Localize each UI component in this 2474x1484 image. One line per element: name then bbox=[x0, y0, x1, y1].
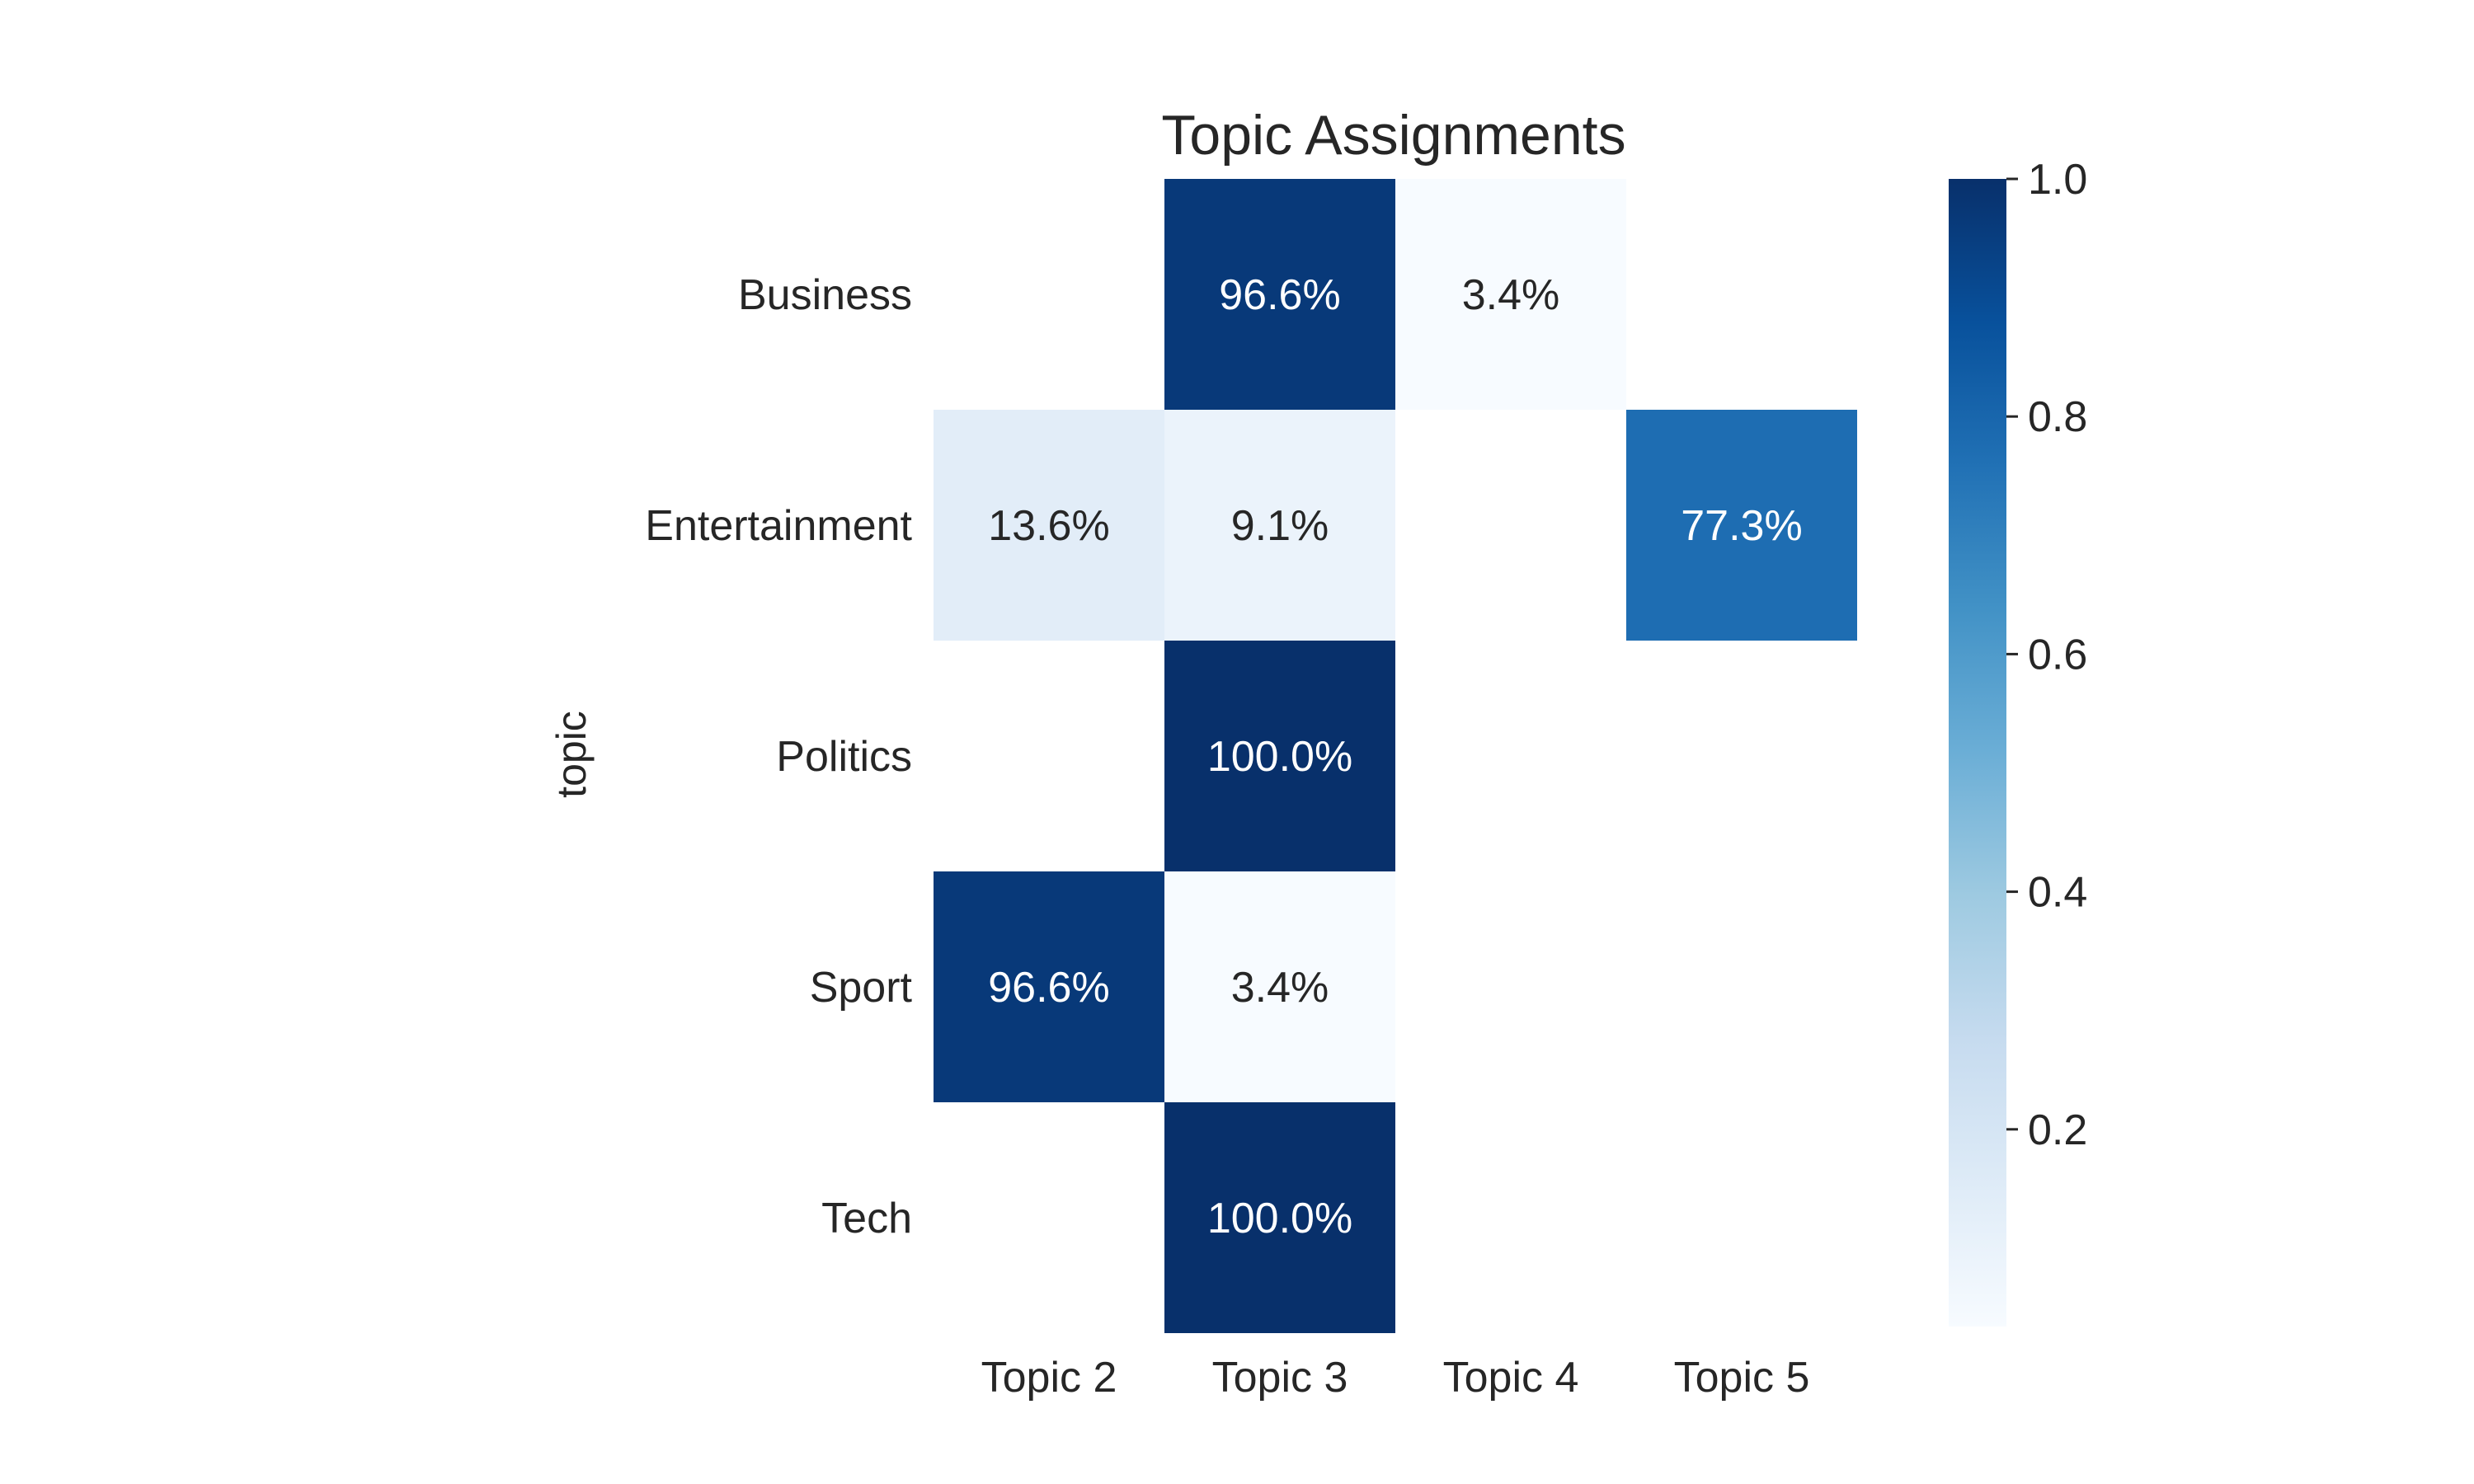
heatmap-cell bbox=[1164, 871, 1395, 1102]
y-tick-label: Entertainment bbox=[645, 502, 912, 550]
cell-value-label: 100.0% bbox=[1207, 733, 1352, 781]
heatmap-cell bbox=[1164, 641, 1395, 871]
y-tick-label: Politics bbox=[776, 733, 912, 781]
heatmap-cell bbox=[1626, 410, 1857, 641]
y-axis-label: topic bbox=[548, 711, 595, 798]
colorbar-tick-label: 1.0 bbox=[2028, 156, 2087, 204]
y-tick-labels: Business Entertainment Politics Sport Tech bbox=[645, 271, 912, 1242]
heatmap-cell bbox=[1164, 179, 1395, 410]
cell-value-label: 9.1% bbox=[1231, 502, 1329, 550]
cell-value-label: 3.4% bbox=[1462, 271, 1560, 319]
heatmap-cell bbox=[934, 410, 1164, 641]
cell-value-label: 96.6% bbox=[1219, 271, 1340, 319]
heatmap-cell bbox=[1164, 1102, 1395, 1333]
colorbar-tick-label: 0.4 bbox=[2028, 869, 2087, 917]
x-tick-label: Topic 3 bbox=[1212, 1354, 1348, 1402]
x-tick-label: Topic 2 bbox=[981, 1354, 1117, 1402]
y-tick-label: Sport bbox=[810, 964, 913, 1012]
heatmap-cell bbox=[1395, 179, 1626, 410]
x-tick-label: Topic 5 bbox=[1674, 1354, 1810, 1402]
cell-value-label: 13.6% bbox=[988, 502, 1109, 550]
chart-title: Topic Assignments bbox=[1161, 104, 1625, 167]
x-tick-labels: Topic 2 Topic 3 Topic 4 Topic 5 bbox=[981, 1354, 1810, 1402]
colorbar-tick-label: 0.8 bbox=[2028, 393, 2087, 441]
heatmap-cells bbox=[934, 179, 1857, 1333]
cell-value-label: 96.6% bbox=[988, 964, 1109, 1012]
cell-value-label: 77.3% bbox=[1681, 502, 1802, 550]
cell-labels: 96.6% 3.4% 13.6% 9.1% 77.3% 100.0% 96.6% 3.4% 10… bbox=[988, 271, 1802, 1242]
colorbar-tick-label: 0.2 bbox=[2028, 1106, 2087, 1154]
colorbar bbox=[1949, 179, 2006, 1327]
heatmap-cell bbox=[1164, 410, 1395, 641]
colorbar-tick-label: 0.6 bbox=[2028, 631, 2087, 679]
heatmap-cell bbox=[934, 871, 1164, 1102]
y-tick-label: Tech bbox=[821, 1195, 912, 1242]
x-tick-label: Topic 4 bbox=[1443, 1354, 1579, 1402]
cell-value-label: 100.0% bbox=[1207, 1195, 1352, 1242]
cell-value-label: 3.4% bbox=[1231, 964, 1329, 1012]
y-tick-label: Business bbox=[738, 271, 912, 319]
colorbar-ticks: 0.2 0.4 0.6 0.8 1.0 bbox=[2006, 156, 2087, 1154]
